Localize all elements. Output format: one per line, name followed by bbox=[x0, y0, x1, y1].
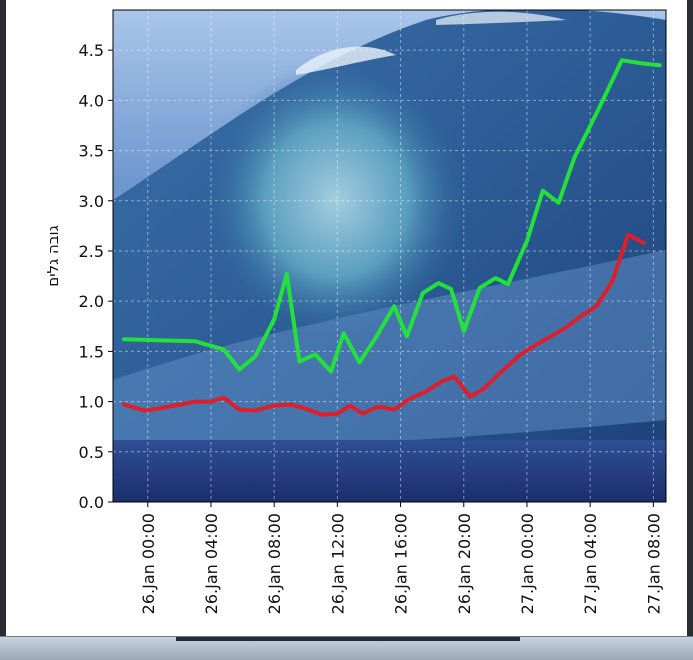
x-tick-label: 26.Jan 20:00 bbox=[455, 513, 474, 614]
y-tick-label: 3.0 bbox=[79, 192, 104, 211]
y-tick-label: 4.0 bbox=[79, 91, 104, 110]
grid-lines bbox=[113, 10, 666, 502]
y-tick-label: 0.0 bbox=[79, 493, 104, 512]
x-tick-label: 26.Jan 08:00 bbox=[265, 513, 284, 614]
series-line-1 bbox=[122, 58, 662, 374]
y-axis: 0.0 0.5 1.0 1.5 2.0 2.5 3.0 3.5 4.0 4.5 bbox=[79, 41, 113, 512]
taskbar-tab[interactable] bbox=[176, 637, 520, 641]
x-axis: 26.Jan 00:00 26.Jan 04:00 26.Jan 08:00 26.J… bbox=[139, 502, 663, 614]
x-tick-label: 27.Jan 08:00 bbox=[644, 513, 663, 614]
y-tick-label: 1.0 bbox=[79, 393, 104, 412]
y-tick-label: 3.5 bbox=[79, 142, 104, 161]
x-tick-label: 26.Jan 04:00 bbox=[202, 513, 221, 614]
x-tick-label: 27.Jan 00:00 bbox=[518, 513, 537, 614]
plot-area-border bbox=[112, 9, 667, 503]
x-tick-label: 27.Jan 04:00 bbox=[581, 513, 600, 614]
x-tick-label: 26.Jan 16:00 bbox=[392, 513, 411, 614]
x-tick-label: 26.Jan 12:00 bbox=[328, 513, 347, 614]
series-line-2 bbox=[122, 232, 646, 417]
wave-background-image bbox=[113, 10, 666, 502]
wave-height-chart: 0.0 0.5 1.0 1.5 2.0 2.5 3.0 3.5 4.0 4.5 26.Jan 00… bbox=[44, 9, 667, 614]
y-axis-label: גובה גלים bbox=[44, 225, 62, 287]
x-tick-label: 26.Jan 00:00 bbox=[139, 513, 158, 614]
y-tick-label: 2.0 bbox=[79, 292, 104, 311]
bottom-taskbar bbox=[0, 636, 693, 660]
y-tick-label: 0.5 bbox=[79, 443, 104, 462]
series-lines bbox=[122, 58, 662, 417]
y-tick-label: 4.5 bbox=[79, 41, 104, 60]
y-tick-label: 2.5 bbox=[79, 242, 104, 261]
chart-frame: 0.0 0.5 1.0 1.5 2.0 2.5 3.0 3.5 4.0 4.5 26.Jan 00… bbox=[6, 0, 687, 636]
y-tick-label: 1.5 bbox=[79, 342, 104, 361]
